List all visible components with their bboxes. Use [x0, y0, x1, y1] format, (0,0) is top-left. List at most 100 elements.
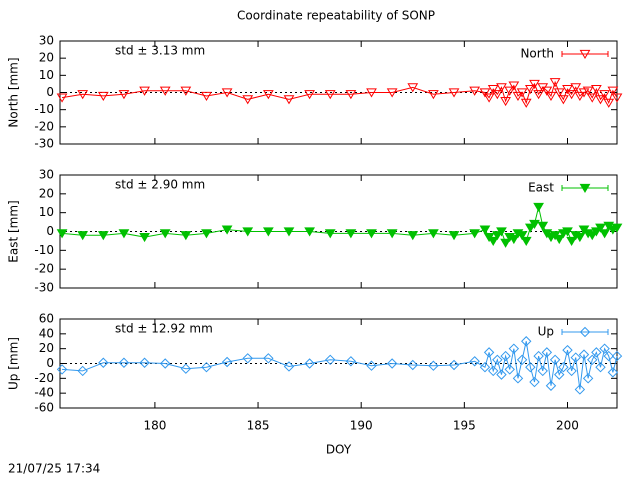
data-point	[549, 354, 561, 365]
data-point	[139, 233, 150, 243]
data-point	[574, 384, 586, 395]
data-point	[242, 353, 253, 364]
data-point	[139, 357, 150, 368]
data-point	[533, 202, 544, 213]
y-axis-label: East [mm]	[7, 200, 21, 262]
data-point	[491, 231, 503, 241]
data-point	[599, 343, 610, 354]
data-point	[541, 347, 553, 358]
data-point	[524, 223, 536, 233]
x-tick-label: 200	[556, 419, 579, 433]
data-point	[469, 356, 480, 367]
data-point	[407, 359, 418, 371]
data-point	[242, 95, 254, 105]
data-point	[591, 347, 602, 358]
legend-marker	[579, 326, 591, 338]
data-point	[492, 354, 503, 365]
data-point	[554, 369, 565, 380]
data-point	[545, 380, 557, 391]
data-point	[283, 95, 295, 105]
y-tick-label: 10	[39, 205, 54, 219]
data-point	[611, 93, 623, 103]
y-tick-label: -10	[34, 102, 54, 116]
data-point	[98, 357, 109, 368]
x-axis-label: DOY	[326, 443, 352, 457]
data-point	[566, 90, 577, 100]
data-point	[521, 336, 532, 347]
data-point	[283, 227, 295, 237]
data-point	[611, 350, 623, 362]
data-point	[242, 227, 254, 237]
data-point	[574, 233, 586, 243]
data-point	[56, 93, 68, 103]
y-axis-label: Up [mm]	[7, 337, 21, 390]
data-point	[578, 88, 590, 98]
y-tick-label: 30	[39, 34, 54, 48]
data-point	[97, 91, 109, 101]
data-point	[97, 231, 109, 241]
data-point	[562, 227, 573, 237]
data-point	[263, 353, 274, 364]
legend-label: North	[520, 47, 554, 61]
annotation: std ± 12.92 mm	[115, 322, 213, 336]
data-point	[469, 86, 481, 96]
data-point	[304, 358, 315, 369]
data-point	[448, 88, 460, 98]
y-tick-label: -60	[34, 401, 54, 415]
data-point	[483, 93, 495, 103]
data-point	[529, 79, 540, 89]
data-point	[77, 231, 89, 241]
data-point	[366, 360, 377, 371]
y-axis-label: North [mm]	[7, 57, 21, 127]
data-point	[524, 84, 536, 95]
data-point	[366, 88, 377, 98]
legend-marker	[579, 183, 591, 194]
data-point	[607, 367, 619, 378]
y-tick-label: 0	[46, 356, 54, 370]
data-point	[541, 86, 553, 96]
data-point	[562, 344, 573, 356]
data-point	[533, 350, 544, 362]
data-point	[516, 354, 528, 365]
data-point	[180, 363, 192, 374]
data-point	[525, 362, 536, 373]
data-point	[262, 227, 274, 237]
chart-title: Coordinate repeatability of SONP	[237, 9, 435, 23]
data-point	[595, 362, 606, 373]
series-line	[62, 341, 618, 390]
data-point	[469, 229, 481, 239]
data-point	[139, 86, 150, 96]
data-point	[487, 84, 499, 95]
data-point	[590, 227, 602, 237]
data-point	[570, 83, 582, 93]
data-point	[529, 219, 540, 230]
data-point	[590, 84, 602, 95]
y-tick-label: 20	[39, 51, 54, 65]
data-point	[428, 229, 439, 239]
data-point	[603, 98, 615, 108]
data-point	[56, 229, 68, 239]
y-tick-label: 10	[39, 68, 54, 82]
data-point	[201, 362, 212, 373]
data-point	[428, 360, 439, 371]
data-point	[345, 90, 357, 100]
data-point	[448, 359, 460, 371]
data-point	[180, 231, 192, 241]
data-point	[512, 91, 524, 101]
data-point	[77, 90, 89, 100]
data-point	[118, 229, 130, 239]
data-point	[586, 231, 598, 241]
data-point	[325, 354, 336, 365]
x-tick-label: 190	[350, 419, 373, 433]
data-point	[304, 227, 315, 237]
data-point	[504, 86, 516, 96]
data-point	[587, 354, 598, 365]
data-point	[479, 362, 491, 373]
data-point	[578, 349, 590, 360]
y-tick-label: -10	[34, 243, 54, 257]
data-point	[537, 221, 549, 231]
data-point	[545, 91, 557, 101]
data-point	[516, 88, 528, 98]
data-point	[508, 81, 520, 91]
